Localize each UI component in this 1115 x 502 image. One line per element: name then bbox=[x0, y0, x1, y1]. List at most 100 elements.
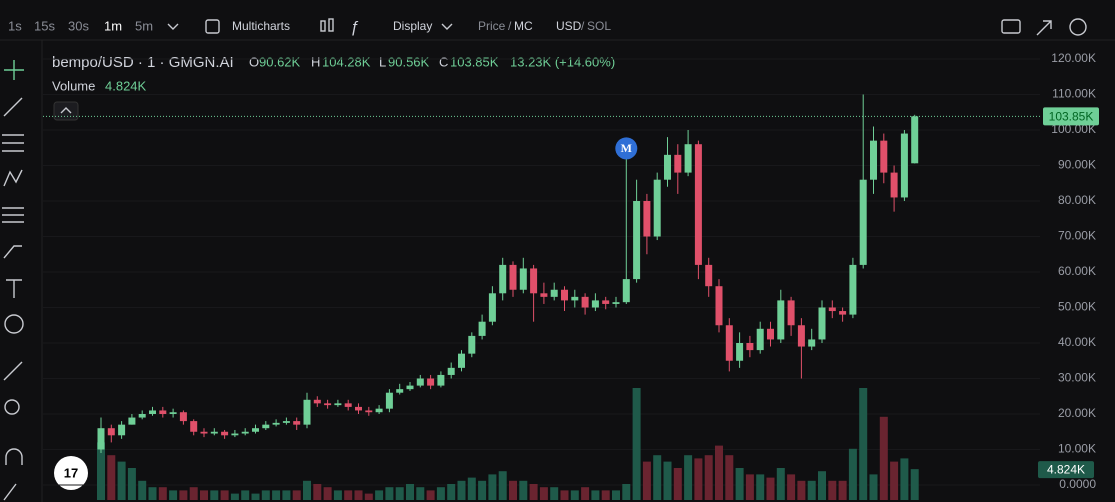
text-tool[interactable] bbox=[6, 279, 22, 298]
volume-bar bbox=[169, 490, 178, 500]
slash: / bbox=[581, 19, 585, 33]
pencil-tool[interactable] bbox=[3, 483, 17, 501]
volume-bar bbox=[138, 480, 147, 500]
candle-body bbox=[458, 353, 465, 368]
screenshot-icon[interactable] bbox=[1001, 19, 1021, 34]
volume-bar bbox=[797, 480, 806, 500]
volume-bar bbox=[313, 484, 322, 500]
candle-body bbox=[880, 140, 888, 173]
collapse-icon bbox=[60, 107, 72, 114]
fullscreen-icon[interactable] bbox=[1036, 20, 1052, 36]
l-key: L bbox=[379, 54, 386, 69]
collapse-button[interactable] bbox=[53, 101, 79, 121]
brush-tool[interactable] bbox=[3, 245, 22, 259]
volume-bar bbox=[890, 461, 899, 500]
tv-logo: 17 bbox=[54, 456, 88, 490]
candle-body bbox=[664, 154, 671, 180]
candle-body bbox=[890, 172, 898, 198]
candle-body bbox=[839, 311, 847, 315]
y-tick-label: 100.00K bbox=[1051, 122, 1096, 136]
candle-body bbox=[643, 201, 651, 237]
volume-bar bbox=[725, 455, 734, 500]
last-price-label: 103.85K bbox=[1049, 110, 1094, 124]
candle-body bbox=[911, 116, 919, 164]
interval-active[interactable]: 1m bbox=[104, 18, 122, 33]
sol[interactable]: SOL bbox=[587, 19, 611, 33]
volume-bar bbox=[869, 474, 878, 500]
volume-bar bbox=[364, 493, 373, 500]
interval[interactable]: 1s bbox=[8, 18, 22, 33]
candle-body bbox=[365, 410, 373, 413]
candle-body bbox=[849, 264, 857, 315]
last-volume-box bbox=[1038, 461, 1094, 479]
candle-body bbox=[602, 300, 610, 304]
multicharts[interactable]: Multicharts bbox=[232, 19, 290, 33]
candle-body bbox=[561, 289, 568, 301]
volume-bar bbox=[344, 490, 353, 500]
settings-icon[interactable] bbox=[1069, 18, 1087, 36]
interval[interactable]: 15s bbox=[34, 18, 55, 33]
volume-bar bbox=[303, 480, 311, 500]
volume-bar bbox=[519, 480, 528, 500]
candle-body bbox=[767, 328, 774, 340]
ruler-tool[interactable] bbox=[3, 361, 23, 381]
candle-body bbox=[396, 389, 404, 393]
y-tick-label: 10.00K bbox=[1058, 442, 1096, 456]
change: 13.23K (+14.60%) bbox=[510, 54, 615, 69]
volume-bar bbox=[684, 455, 693, 500]
indicator-icon[interactable]: ƒ bbox=[350, 19, 359, 36]
h-key: H bbox=[311, 54, 320, 69]
dropdown-icon[interactable] bbox=[167, 23, 179, 30]
forecast-tool[interactable] bbox=[2, 207, 24, 223]
volume-bar bbox=[251, 493, 260, 500]
candle-body bbox=[262, 424, 270, 429]
candle-body bbox=[705, 264, 713, 287]
volume-bar bbox=[766, 477, 775, 500]
candle-body bbox=[159, 410, 167, 414]
candle-body bbox=[427, 378, 435, 386]
volume-bar bbox=[859, 388, 868, 500]
volume-bar bbox=[292, 490, 301, 500]
fib-tool[interactable] bbox=[2, 134, 24, 152]
pattern-tool[interactable] bbox=[3, 169, 23, 187]
volume-bar bbox=[97, 442, 105, 500]
volume-bar bbox=[756, 474, 765, 500]
crosshair-tool[interactable] bbox=[4, 60, 24, 80]
volume-bar bbox=[550, 487, 559, 500]
candle-body bbox=[478, 321, 486, 336]
emoji-tool[interactable] bbox=[4, 314, 24, 334]
price[interactable]: Price bbox=[478, 19, 506, 33]
candle-body bbox=[231, 433, 239, 436]
zoom-tool[interactable] bbox=[4, 399, 20, 415]
volume-bar bbox=[663, 461, 672, 500]
volume-bar bbox=[158, 487, 167, 500]
candle-body bbox=[808, 339, 816, 347]
volume-bar bbox=[426, 490, 435, 500]
candle-body bbox=[447, 367, 455, 375]
candle-icon[interactable] bbox=[320, 20, 326, 32]
volume-bar bbox=[447, 484, 456, 500]
volume-bar bbox=[591, 490, 600, 500]
volume-bar bbox=[488, 474, 497, 500]
candle-body bbox=[550, 289, 558, 297]
multicharts-icon[interactable] bbox=[205, 19, 220, 34]
candle-body bbox=[828, 307, 836, 312]
candle-body bbox=[210, 431, 218, 434]
candle-body bbox=[334, 403, 342, 406]
magnet-tool[interactable] bbox=[5, 448, 23, 465]
mc[interactable]: MC bbox=[514, 19, 533, 33]
candle-body bbox=[324, 403, 332, 406]
volume-bar bbox=[704, 455, 713, 500]
volume-bar bbox=[560, 490, 569, 500]
volume-bar bbox=[581, 487, 590, 500]
volume-bar bbox=[416, 487, 425, 500]
usd[interactable]: USD bbox=[556, 19, 582, 33]
interval[interactable]: 5m bbox=[135, 18, 153, 33]
y-tick-label: 40.00K bbox=[1058, 335, 1096, 349]
display[interactable]: Display bbox=[393, 19, 432, 33]
candle-body bbox=[571, 296, 579, 301]
trendline-tool[interactable] bbox=[3, 97, 23, 117]
dropdown-icon[interactable] bbox=[441, 23, 453, 30]
interval[interactable]: 30s bbox=[68, 18, 89, 33]
